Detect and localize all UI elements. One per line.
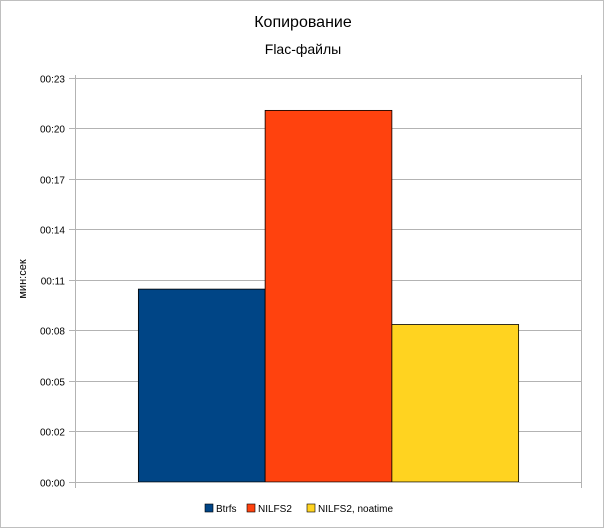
legend-label: Btrfs xyxy=(216,504,237,515)
y-tick-label: 00:20 xyxy=(40,125,65,136)
legend-swatch xyxy=(246,503,256,513)
bar-nilfs2-noatime xyxy=(391,324,520,483)
y-tick-label: 00:23 xyxy=(40,75,65,86)
y-tick-label: 00:17 xyxy=(40,176,65,187)
y-tick-label: 00:05 xyxy=(40,378,65,389)
bar-nilfs2 xyxy=(264,109,393,483)
y-tick-label: 00:14 xyxy=(40,226,65,237)
chart-title: Копирование xyxy=(254,14,352,31)
y-axis-label: мин:сек xyxy=(17,259,29,298)
y-tick-label: 00:08 xyxy=(40,327,65,338)
legend-swatch xyxy=(306,503,316,513)
legend-swatch xyxy=(204,503,214,513)
bar-btrfs xyxy=(137,288,266,483)
y-tick-label: 00:02 xyxy=(40,428,65,439)
legend-label: NILFS2, noatime xyxy=(318,504,393,515)
y-tick-label: 00:00 xyxy=(40,479,65,490)
legend-label: NILFS2 xyxy=(258,504,292,515)
chart-subtitle: Flac-файлы xyxy=(265,41,341,57)
y-tick-label: 00:11 xyxy=(41,277,66,288)
